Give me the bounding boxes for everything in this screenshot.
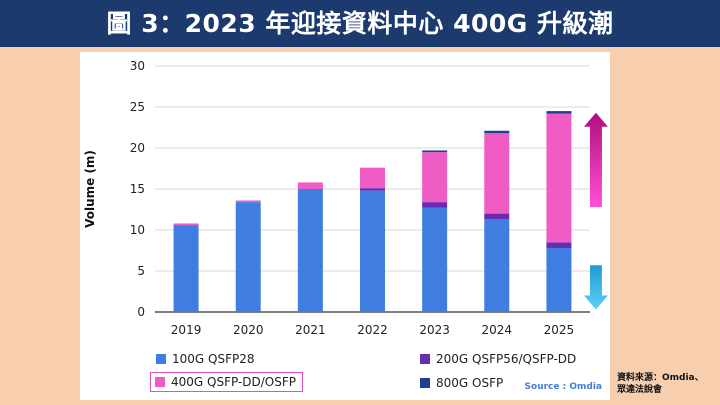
bar-2024-series-0 [484,219,510,312]
legend-label-200g: 200G QSFP56/QSFP-DD [436,352,577,366]
legend-item-200g: 200G QSFP56/QSFP-DD [420,352,576,366]
bar-2022-series-2 [360,167,385,189]
source-label: Source : Omdia [524,382,602,392]
y-tick-label-10: 10 [130,223,145,237]
legend-swatch-100g [156,354,166,364]
bar-2024-series-3 [484,130,510,134]
bar-2025-series-3 [546,111,572,114]
legend-swatch-800g [420,378,430,388]
y-tick-label-0: 0 [137,305,145,319]
bar-2020-series-2 [235,200,261,203]
bar-2023-series-1 [422,202,448,208]
x-tick-label-2022: 2022 [357,323,388,337]
bar-2019-series-2 [173,223,199,226]
legend-item-400g: 400G QSFP-DD/OSFP [150,372,304,392]
legend-label-800g: 800G OSFP [436,376,504,390]
y-tick-label-30: 30 [130,59,145,73]
x-tick-label-2019: 2019 [171,323,202,337]
y-tick-label-25: 25 [130,100,145,114]
y-tick-label-5: 5 [137,264,145,278]
bar-2023-series-3 [422,150,448,153]
x-tick-label-2020: 2020 [233,323,264,337]
bar-2023-series-0 [422,207,448,312]
x-tick-label-2021: 2021 [295,323,326,337]
decline-arrow-icon [583,265,608,310]
legend-item-100g: 100G QSFP28 [156,352,255,366]
citation-line-1: 資料來源：Omdia、 [617,373,704,383]
bar-2021-series-0 [297,189,323,312]
bar-2020-series-0 [235,202,261,312]
bar-2022-series-1 [360,188,385,191]
x-tick-label-2025: 2025 [544,323,575,337]
legend-label-400g: 400G QSFP-DD/OSFP [171,375,297,389]
bar-2025-series-2 [546,113,572,243]
x-tick-label-2024: 2024 [482,323,513,337]
citation-line-2: 眾達法說會 [617,385,663,395]
citation: 資料來源：Omdia、 眾達法說會 [617,372,704,396]
bar-2025-series-1 [546,242,572,249]
x-tick-label-2023: 2023 [419,323,450,337]
chart-panel: 0 5 10 15 20 25 30 Volume (m) 2019 2020 2021 2022 20… [80,52,610,400]
legend-swatch-200g [420,354,430,364]
growth-arrow-icon [583,112,608,208]
bar-2024-series-2 [484,133,510,214]
y-axis-label: Volume (m) [83,150,97,228]
bar-2024-series-1 [484,213,510,220]
bar-2022-series-0 [360,190,385,312]
y-tick-label-15: 15 [130,182,145,196]
bar-2025-series-0 [546,248,572,312]
y-tick-label-20: 20 [130,141,145,155]
bar-2021-series-2 [297,182,323,189]
legend-item-800g: 800G OSFP [420,376,503,390]
legend-label-100g: 100G QSFP28 [172,352,255,366]
legend-swatch-400g [155,377,165,387]
page-title: 圖 3：2023 年迎接資料中心 400G 升級潮 [0,0,720,47]
bar-2019-series-0 [173,225,199,312]
bar-2023-series-2 [422,152,448,203]
